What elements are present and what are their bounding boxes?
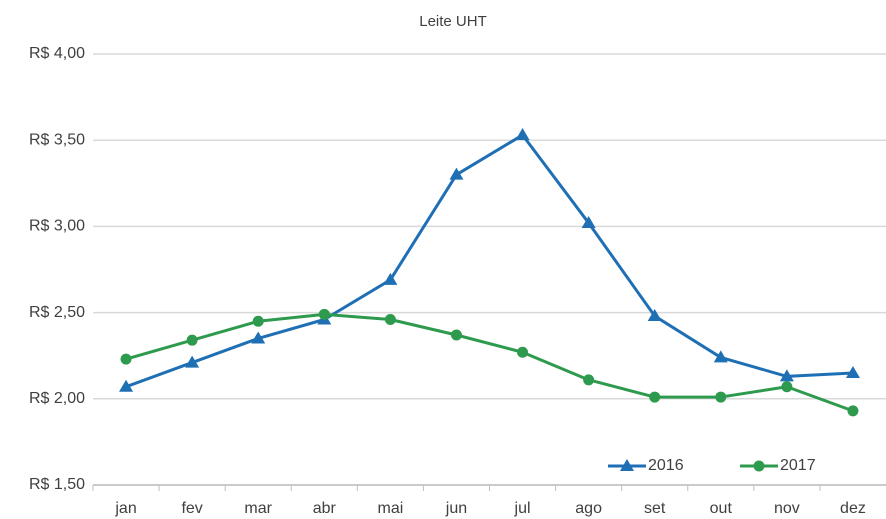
- x-tick-label: set: [644, 500, 666, 517]
- data-point: [583, 374, 595, 386]
- data-point: [647, 309, 662, 322]
- x-tick-label: out: [710, 500, 733, 517]
- data-point: [713, 350, 728, 363]
- data-point: [120, 353, 132, 365]
- data-point: [845, 365, 860, 378]
- x-tick-label: ago: [575, 500, 602, 517]
- data-point: [186, 334, 198, 346]
- y-tick-label: R$ 4,00: [29, 45, 85, 62]
- data-point: [251, 331, 266, 344]
- y-tick-label: R$ 3,00: [29, 218, 85, 235]
- data-point: [119, 379, 134, 392]
- x-tick-label: dez: [840, 500, 866, 517]
- chart-title: Leite UHT: [419, 13, 487, 30]
- y-tick-label: R$ 3,50: [29, 131, 85, 148]
- legend-label: 2016: [648, 457, 684, 474]
- x-tick-label: abr: [313, 500, 337, 517]
- data-point: [779, 369, 794, 382]
- data-point: [185, 355, 200, 368]
- series-line: [125, 133, 854, 389]
- data-point: [847, 405, 859, 417]
- x-tick-label: jan: [114, 500, 136, 517]
- data-point: [383, 272, 398, 285]
- data-point: [715, 391, 727, 403]
- x-tick-label: mai: [377, 500, 403, 517]
- data-point: [781, 381, 793, 393]
- data-point: [450, 329, 462, 341]
- data-point: [581, 215, 596, 228]
- data-point: [449, 167, 464, 180]
- series-line: [125, 312, 854, 413]
- legend-marker: [620, 459, 634, 471]
- x-tick-label: jun: [445, 500, 467, 517]
- x-tick-label: jul: [514, 500, 531, 517]
- legend-marker: [753, 460, 765, 472]
- x-tick-label: nov: [774, 500, 800, 517]
- data-point: [515, 128, 530, 141]
- y-tick-label: R$ 2,00: [29, 390, 85, 407]
- data-point: [649, 391, 661, 403]
- data-point: [384, 313, 396, 325]
- legend-label: 2017: [780, 457, 816, 474]
- x-tick-label: mar: [244, 500, 272, 517]
- data-point: [318, 308, 330, 320]
- y-tick-label: R$ 1,50: [29, 476, 85, 493]
- data-point: [252, 315, 264, 327]
- x-tick-label: fev: [181, 500, 202, 517]
- data-point: [517, 346, 529, 358]
- y-tick-label: R$ 2,50: [29, 304, 85, 321]
